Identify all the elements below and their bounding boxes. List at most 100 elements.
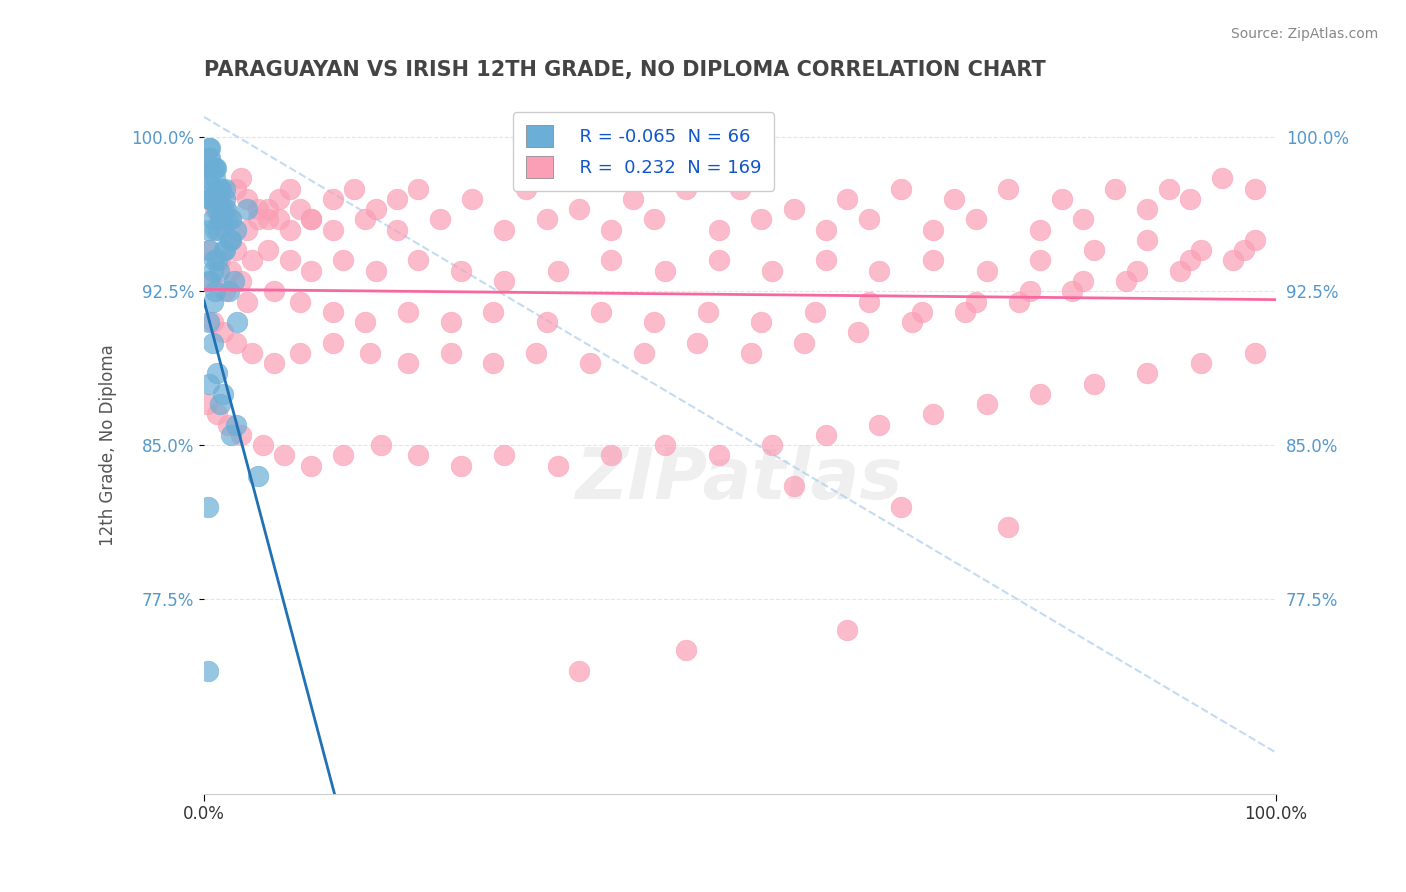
Point — [225, 223, 247, 237]
Point — [299, 458, 322, 473]
Point — [643, 315, 665, 329]
Point — [1136, 233, 1159, 247]
Point — [751, 212, 773, 227]
Point — [209, 182, 232, 196]
Point — [654, 264, 676, 278]
Point — [225, 417, 247, 432]
Point — [579, 356, 602, 370]
Point — [675, 643, 697, 657]
Point — [1125, 264, 1147, 278]
Point — [198, 192, 221, 206]
Point — [200, 192, 222, 206]
Point — [814, 253, 837, 268]
Point — [278, 253, 301, 268]
Point — [195, 397, 218, 411]
Point — [846, 325, 869, 339]
Point — [201, 315, 224, 329]
Point — [205, 182, 228, 196]
Point — [1243, 182, 1265, 196]
Point — [450, 264, 472, 278]
Point — [332, 448, 354, 462]
Point — [1083, 244, 1105, 258]
Point — [868, 417, 890, 432]
Point — [231, 171, 253, 186]
Point — [198, 274, 221, 288]
Point — [204, 161, 226, 176]
Point — [212, 386, 235, 401]
Point — [385, 223, 408, 237]
Point — [1071, 274, 1094, 288]
Point — [450, 458, 472, 473]
Point — [707, 448, 730, 462]
Point — [1083, 376, 1105, 391]
Point — [1243, 345, 1265, 359]
Point — [997, 520, 1019, 534]
Point — [761, 438, 783, 452]
Point — [267, 212, 290, 227]
Point — [396, 356, 419, 370]
Point — [976, 264, 998, 278]
Point — [922, 407, 945, 421]
Point — [195, 171, 218, 186]
Point — [494, 274, 516, 288]
Point — [225, 182, 247, 196]
Point — [299, 264, 322, 278]
Point — [707, 253, 730, 268]
Point — [209, 212, 232, 227]
Point — [814, 223, 837, 237]
Point — [1211, 171, 1233, 186]
Point — [218, 285, 240, 299]
Point — [231, 274, 253, 288]
Point — [1180, 253, 1202, 268]
Point — [1104, 182, 1126, 196]
Point — [236, 223, 259, 237]
Point — [1050, 192, 1073, 206]
Point — [204, 202, 226, 217]
Point — [911, 305, 934, 319]
Point — [761, 264, 783, 278]
Point — [322, 305, 344, 319]
Point — [890, 182, 912, 196]
Point — [198, 244, 221, 258]
Point — [208, 264, 231, 278]
Point — [202, 253, 225, 268]
Point — [322, 335, 344, 350]
Point — [278, 223, 301, 237]
Point — [209, 182, 232, 196]
Point — [217, 212, 239, 227]
Point — [482, 356, 505, 370]
Point — [204, 161, 226, 176]
Point — [633, 345, 655, 359]
Point — [198, 151, 221, 165]
Point — [793, 335, 815, 350]
Point — [900, 315, 922, 329]
Point — [205, 366, 228, 380]
Point — [976, 397, 998, 411]
Point — [219, 212, 242, 227]
Point — [200, 274, 222, 288]
Point — [524, 345, 547, 359]
Point — [953, 305, 976, 319]
Point — [209, 253, 232, 268]
Point — [207, 223, 229, 237]
Point — [225, 335, 247, 350]
Point — [858, 212, 880, 227]
Point — [209, 202, 232, 217]
Point — [257, 202, 280, 217]
Point — [858, 294, 880, 309]
Point — [299, 212, 322, 227]
Point — [214, 244, 236, 258]
Point — [197, 500, 219, 514]
Point — [1189, 356, 1212, 370]
Point — [290, 294, 312, 309]
Point — [686, 335, 709, 350]
Point — [1029, 253, 1052, 268]
Point — [782, 479, 804, 493]
Point — [922, 223, 945, 237]
Point — [1071, 212, 1094, 227]
Point — [226, 315, 249, 329]
Point — [359, 345, 381, 359]
Point — [343, 182, 366, 196]
Point — [273, 448, 295, 462]
Point — [263, 285, 285, 299]
